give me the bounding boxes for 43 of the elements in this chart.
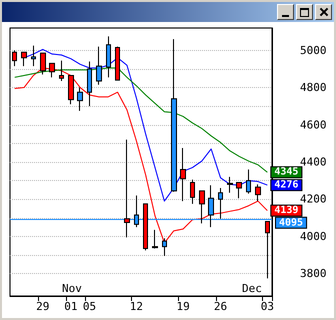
- candlestick: [171, 38, 177, 192]
- candlestick: [87, 61, 92, 107]
- annotation: Dec: [242, 282, 262, 295]
- candlestick: [124, 139, 130, 238]
- candlestick: [77, 87, 83, 112]
- candlestick: [31, 45, 36, 67]
- candlestick: [199, 190, 205, 224]
- data-label: 4345: [274, 166, 298, 178]
- y-tick-label: 4000: [300, 230, 326, 243]
- y-tick-label: 4400: [300, 156, 326, 168]
- y-tick-label: 5000: [300, 44, 326, 57]
- x-tick-label: 26: [214, 300, 228, 313]
- x-tick-label: 12: [130, 300, 143, 313]
- candlestick: [180, 148, 186, 202]
- candlestick: [162, 238, 167, 256]
- candlestick: [106, 36, 111, 78]
- data-label: 4139: [274, 205, 298, 216]
- y-tick-label: 4200: [300, 192, 326, 206]
- candlestick: [236, 182, 242, 199]
- y-tick-label: 4800: [300, 81, 326, 94]
- candlestick: [246, 168, 251, 194]
- candlestick: [190, 179, 195, 204]
- x-tick-label: 29: [36, 300, 50, 313]
- candlestick: [227, 176, 233, 194]
- candlestick: [115, 46, 120, 81]
- candlestick: [21, 52, 27, 67]
- candlestick: [265, 221, 270, 279]
- x-tick-label: 03: [260, 300, 274, 313]
- x-tick-label: 05: [82, 300, 96, 313]
- data-label: 4276: [274, 180, 298, 191]
- candlestick: [68, 74, 74, 105]
- y-tick-label: 3800: [300, 267, 326, 280]
- line-series: [14, 68, 268, 173]
- candlestick: [96, 46, 102, 86]
- annotation: Nov: [62, 282, 82, 295]
- candlestick: [12, 50, 17, 67]
- ref-line-label: 4095: [279, 217, 304, 228]
- candlestick: [143, 203, 148, 251]
- y-tick-label: 4600: [300, 118, 326, 132]
- candlestick: [152, 229, 158, 250]
- x-tick-label: 19: [176, 300, 190, 313]
- x-tick-label: 01: [64, 300, 78, 313]
- candlestick: [255, 184, 261, 202]
